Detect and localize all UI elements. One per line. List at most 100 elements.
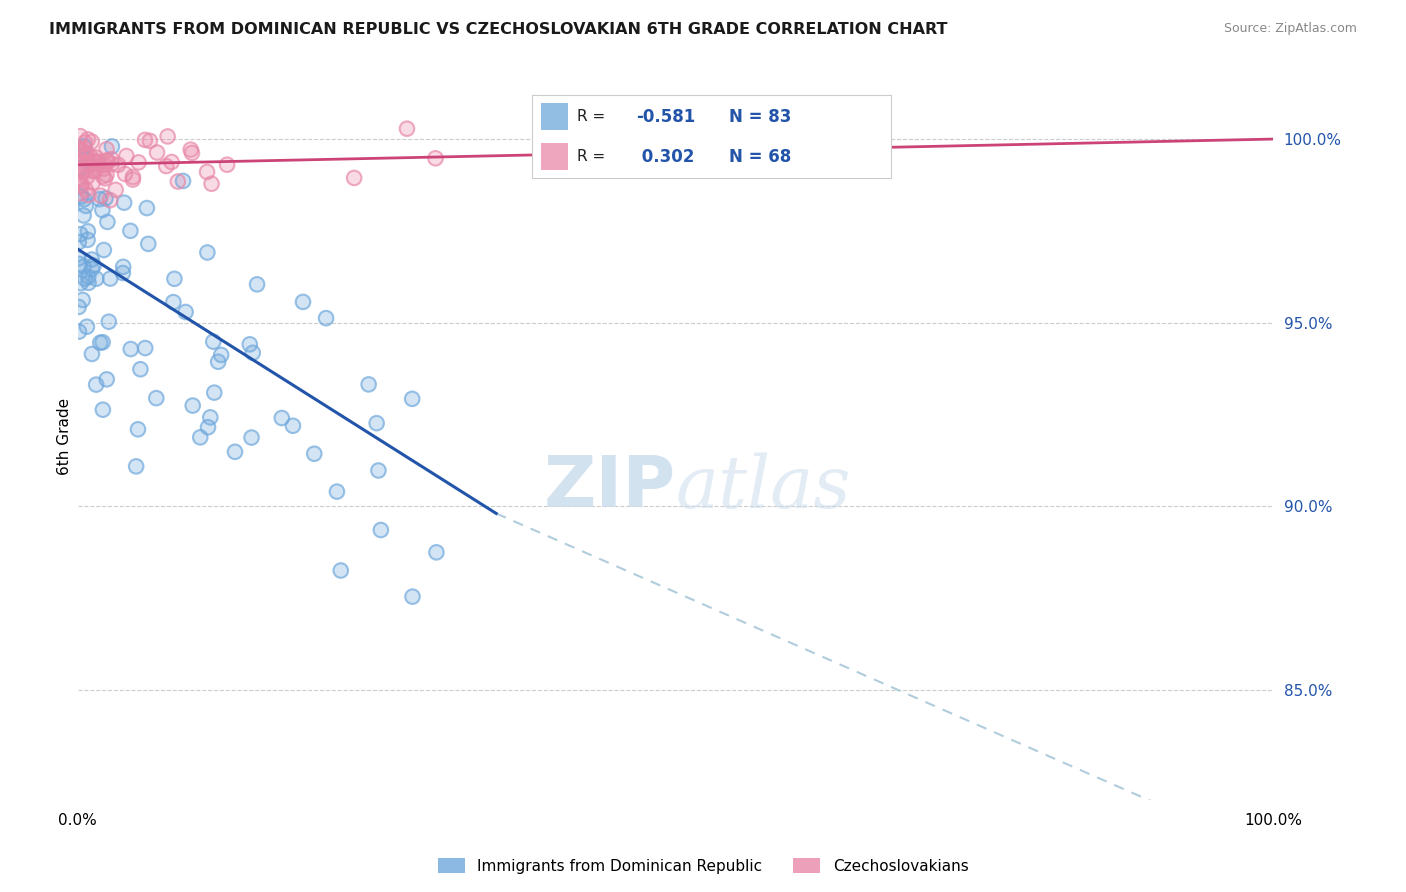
Point — [76, 151, 98, 165]
Point — [69, 276, 91, 290]
Point — [112, 195, 135, 210]
Point — [67, 257, 90, 271]
Point — [77, 224, 100, 238]
Point — [77, 224, 100, 238]
Point — [67, 161, 90, 176]
Point — [202, 385, 225, 400]
Point — [120, 224, 142, 238]
Point — [82, 164, 104, 178]
Point — [366, 416, 388, 430]
Point — [67, 325, 90, 339]
Point — [96, 168, 118, 182]
Point — [72, 164, 94, 178]
Point — [180, 143, 202, 157]
Point — [100, 157, 122, 171]
Legend: Immigrants from Dominican Republic, Czechoslovakians: Immigrants from Dominican Republic, Czec… — [432, 852, 974, 880]
Point — [98, 271, 121, 285]
Point — [69, 142, 91, 156]
Point — [304, 447, 326, 461]
Point — [72, 293, 94, 307]
Point — [76, 233, 98, 247]
Point — [112, 260, 135, 274]
Point — [69, 276, 91, 290]
Point — [136, 236, 159, 251]
Point — [163, 272, 186, 286]
Point — [120, 224, 142, 238]
Point — [115, 149, 138, 163]
Point — [89, 335, 111, 350]
Point — [370, 523, 392, 537]
Point — [80, 347, 103, 361]
Point — [93, 243, 115, 257]
Point — [67, 235, 90, 249]
Point — [97, 315, 120, 329]
Point — [115, 149, 138, 163]
Point — [357, 377, 380, 392]
Point — [94, 171, 117, 186]
Point — [97, 154, 120, 169]
Point — [395, 121, 418, 136]
Point — [80, 261, 103, 276]
Point — [72, 145, 94, 159]
Point — [134, 341, 156, 355]
Point — [180, 143, 202, 157]
Point — [112, 260, 135, 274]
Point — [114, 167, 136, 181]
Point — [174, 305, 197, 319]
Point — [197, 420, 219, 434]
Point — [401, 590, 423, 604]
Point — [84, 377, 107, 392]
Point — [84, 154, 107, 169]
Point — [75, 146, 97, 161]
Point — [87, 155, 110, 169]
Point — [73, 271, 96, 285]
Point — [70, 177, 93, 191]
Point — [304, 447, 326, 461]
Point — [246, 277, 269, 292]
Text: Source: ZipAtlas.com: Source: ZipAtlas.com — [1223, 22, 1357, 36]
Point — [156, 129, 179, 144]
Point — [80, 135, 103, 149]
Point — [69, 227, 91, 242]
Point — [139, 134, 162, 148]
Point — [90, 188, 112, 202]
Point — [200, 177, 222, 191]
Point — [93, 243, 115, 257]
Point — [67, 148, 90, 162]
Point — [73, 271, 96, 285]
Point — [73, 136, 96, 150]
Point — [127, 422, 149, 436]
Point — [200, 410, 222, 425]
Point — [111, 266, 134, 280]
Point — [195, 165, 218, 179]
Point — [67, 300, 90, 314]
Point — [77, 188, 100, 202]
Point — [72, 260, 94, 274]
Point — [67, 170, 90, 185]
Point — [93, 158, 115, 172]
Point — [155, 159, 177, 173]
Point — [97, 154, 120, 169]
Point — [145, 391, 167, 405]
Point — [326, 484, 349, 499]
Point — [100, 152, 122, 166]
Point — [166, 175, 188, 189]
Point — [70, 189, 93, 203]
Point — [217, 158, 239, 172]
Point — [239, 337, 262, 351]
Point — [93, 158, 115, 172]
Point — [80, 149, 103, 163]
Point — [69, 186, 91, 201]
Point — [122, 169, 145, 184]
Point — [67, 300, 90, 314]
Point — [401, 392, 423, 406]
Point — [80, 252, 103, 267]
Point — [76, 169, 98, 184]
Point — [69, 142, 91, 156]
Point — [96, 142, 118, 156]
Point — [174, 305, 197, 319]
Point — [181, 399, 204, 413]
Point — [96, 372, 118, 386]
Point — [197, 420, 219, 434]
Point — [80, 347, 103, 361]
